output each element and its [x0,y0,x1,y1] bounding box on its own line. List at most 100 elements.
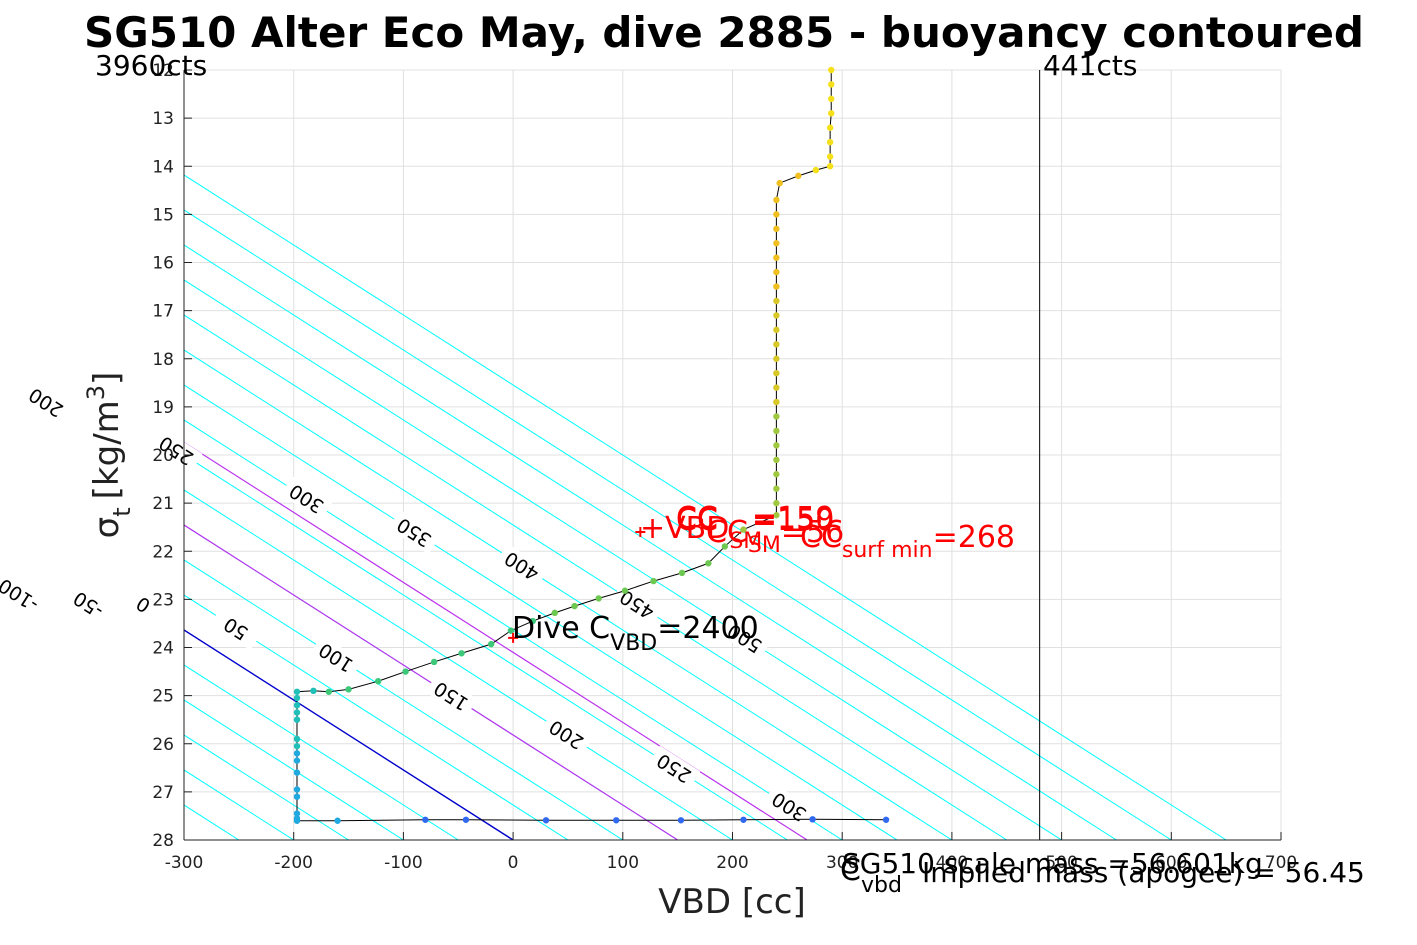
y-tick-label: 27 [152,783,174,803]
profile-point [773,499,780,507]
contour-line [184,489,733,840]
profile-point [773,312,780,319]
contour-label-bg [648,745,701,790]
y-tick-label: 17 [152,302,174,322]
profile-point [795,172,802,180]
profile-point [374,677,382,685]
contour-line [184,244,1117,840]
profile-point [678,569,686,577]
profile-point [650,577,657,585]
buoyancy-contours [0,70,1227,840]
contour-line [0,70,74,840]
profile-point [293,702,301,709]
profile-point [826,153,834,160]
contour-label-bg [20,379,73,425]
profile-point [826,124,834,131]
x-tick-label: 200 [716,853,748,873]
footer-implied-mass: Implied mass (apogee) = 56.45 [922,856,1365,889]
y-tick-label: 18 [152,350,174,370]
y-tick-label: 13 [152,109,174,129]
contour-line [184,314,1008,840]
profile-point [828,110,835,117]
contour-label-bg [425,673,478,718]
profile-point [828,81,835,88]
contour-line [184,419,843,840]
profile-point [773,471,780,478]
x-tick-label: 500 [1045,853,1077,873]
profile-point [773,355,780,362]
contour-line [184,699,404,840]
profile-series [293,66,890,824]
profile-point [507,627,515,634]
x-tick-label: 600 [1155,853,1187,873]
profile-point [773,427,780,435]
annotation-cc-150: CC =150 [676,503,834,538]
contour-line [184,629,514,840]
profile-point [345,686,352,693]
profile-point [293,742,301,750]
footer-scale-mass: SG510 scale mass =56.601kg [842,847,1263,880]
profile-point [325,688,333,695]
profile-point [293,817,301,824]
profile-point [773,225,780,233]
dive-cvbd-label: Dive CVBD=2400 [512,611,759,656]
profile-point [462,816,470,823]
x-tick-label: -300 [165,853,204,873]
profile-point [812,166,820,174]
profile-point [293,716,301,723]
annotation-cc-sm: CCSM=56 [706,515,844,558]
y-tick-label: 21 [152,494,174,514]
profile-point [677,817,685,824]
y-tick-label: 25 [152,687,174,707]
profile-point [828,95,835,103]
profile-point [828,66,835,74]
y-tick-label: 15 [152,205,174,225]
profile-point [613,817,620,824]
profile-point [721,543,729,550]
profile-point [293,709,301,716]
y-label-sigma: σ [87,517,127,539]
y-tick-labels: 12 13 14 15 16 17 18 19 20 21 22 23 24 25 26 27 28 [152,61,174,851]
footer-cvbd: Cvbd [840,853,902,898]
profile-point [773,485,780,492]
profile-point [773,240,780,247]
profile-point [773,341,780,348]
contour-line [184,209,1172,840]
x-tick-labels: -300 -200 -100 0 100 200 300 400 500 600 700 [165,853,1298,873]
profile-point [293,810,301,817]
profile-point [293,735,301,743]
top-right-counts: 441cts [1043,49,1137,82]
contour-label-bg [0,572,45,617]
contour-labels: -500-450-400-350-300-250-200-150-100-500… [0,379,816,829]
y-tick-label: 19 [152,398,174,418]
profile-point [740,526,747,533]
profile-point [542,817,550,824]
profile-point [402,668,409,675]
contour-line [0,70,19,840]
contour-label-bg [763,784,816,829]
contour-label-bg [718,615,771,661]
y-label-close: ] [87,372,127,385]
profile-point [293,786,301,793]
contour-label-bg [117,582,170,627]
y-label-sub: t [108,507,136,516]
profile-point [773,254,780,261]
profile-point [773,283,780,290]
y-tick-label: 22 [152,542,174,562]
contour-label-bg [150,428,203,473]
profile-point [422,816,429,823]
y-label-sup: 3 [82,385,110,400]
profile-point [551,609,558,617]
y-tick-label: 28 [152,831,174,851]
contour-line [184,664,459,840]
profile-point [773,211,780,218]
contour-label-bg [280,476,333,521]
profile-point [621,587,629,594]
profile-point [776,179,783,187]
x-tick-label: -200 [274,853,313,873]
axes [183,69,1282,841]
annotation-cc-surf-min: CCsurf min=268 [800,520,1015,563]
profile-point [773,511,780,519]
y-tick-label: 23 [152,590,174,610]
